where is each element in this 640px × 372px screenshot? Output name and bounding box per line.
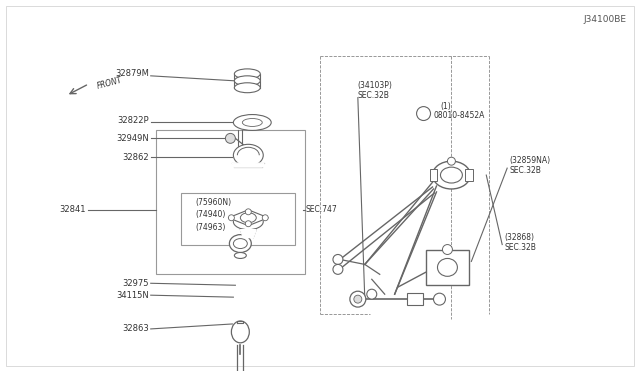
Text: 32975: 32975 xyxy=(122,279,148,288)
Text: SEC.32B: SEC.32B xyxy=(504,243,536,252)
Circle shape xyxy=(433,293,445,305)
Text: FRONT: FRONT xyxy=(96,75,124,90)
Circle shape xyxy=(225,134,236,143)
Text: SEC.32B: SEC.32B xyxy=(509,166,541,174)
Text: (75960N): (75960N) xyxy=(196,198,232,207)
Polygon shape xyxy=(228,210,268,226)
Text: SEC.747: SEC.747 xyxy=(305,205,337,214)
Text: (32868): (32868) xyxy=(504,233,534,242)
Ellipse shape xyxy=(234,144,263,166)
Ellipse shape xyxy=(232,321,250,343)
Bar xyxy=(156,131,305,274)
Text: (74963): (74963) xyxy=(196,223,226,232)
Bar xyxy=(406,293,422,305)
Circle shape xyxy=(442,244,452,254)
Circle shape xyxy=(354,295,362,303)
Ellipse shape xyxy=(243,119,262,126)
Text: (74940): (74940) xyxy=(196,210,226,219)
Circle shape xyxy=(333,264,343,274)
Text: 08010-8452A: 08010-8452A xyxy=(433,111,485,120)
Circle shape xyxy=(262,215,268,221)
Circle shape xyxy=(245,209,252,215)
Ellipse shape xyxy=(440,167,462,183)
Ellipse shape xyxy=(433,161,470,189)
Text: 32863: 32863 xyxy=(122,324,148,333)
Text: SEC.32B: SEC.32B xyxy=(358,91,390,100)
Ellipse shape xyxy=(241,213,256,223)
Circle shape xyxy=(228,215,234,221)
Circle shape xyxy=(367,289,377,299)
Text: (34103P): (34103P) xyxy=(358,81,393,90)
Circle shape xyxy=(333,254,343,264)
Ellipse shape xyxy=(438,259,458,276)
Text: 32862: 32862 xyxy=(122,153,148,162)
Text: 32879M: 32879M xyxy=(115,69,148,78)
Text: (1): (1) xyxy=(440,102,451,111)
Ellipse shape xyxy=(234,115,271,131)
Ellipse shape xyxy=(234,69,260,79)
Ellipse shape xyxy=(234,83,260,93)
Ellipse shape xyxy=(229,235,252,253)
Text: J34100BE: J34100BE xyxy=(584,15,627,24)
Ellipse shape xyxy=(234,253,246,259)
Circle shape xyxy=(350,291,366,307)
Ellipse shape xyxy=(234,214,263,230)
Ellipse shape xyxy=(234,76,260,86)
Polygon shape xyxy=(232,163,264,167)
Circle shape xyxy=(447,157,456,165)
Polygon shape xyxy=(241,230,256,238)
Text: 32841: 32841 xyxy=(60,205,86,214)
Text: (32859NA): (32859NA) xyxy=(509,156,550,165)
Bar xyxy=(465,169,474,181)
Text: 34115N: 34115N xyxy=(116,291,148,300)
Bar xyxy=(429,169,438,181)
Bar xyxy=(426,250,469,285)
Text: 32822P: 32822P xyxy=(117,116,148,125)
Circle shape xyxy=(417,107,431,121)
Ellipse shape xyxy=(234,238,247,248)
Text: B: B xyxy=(421,110,426,116)
Text: 32949N: 32949N xyxy=(116,134,148,143)
Bar xyxy=(180,193,295,244)
Circle shape xyxy=(245,221,252,227)
